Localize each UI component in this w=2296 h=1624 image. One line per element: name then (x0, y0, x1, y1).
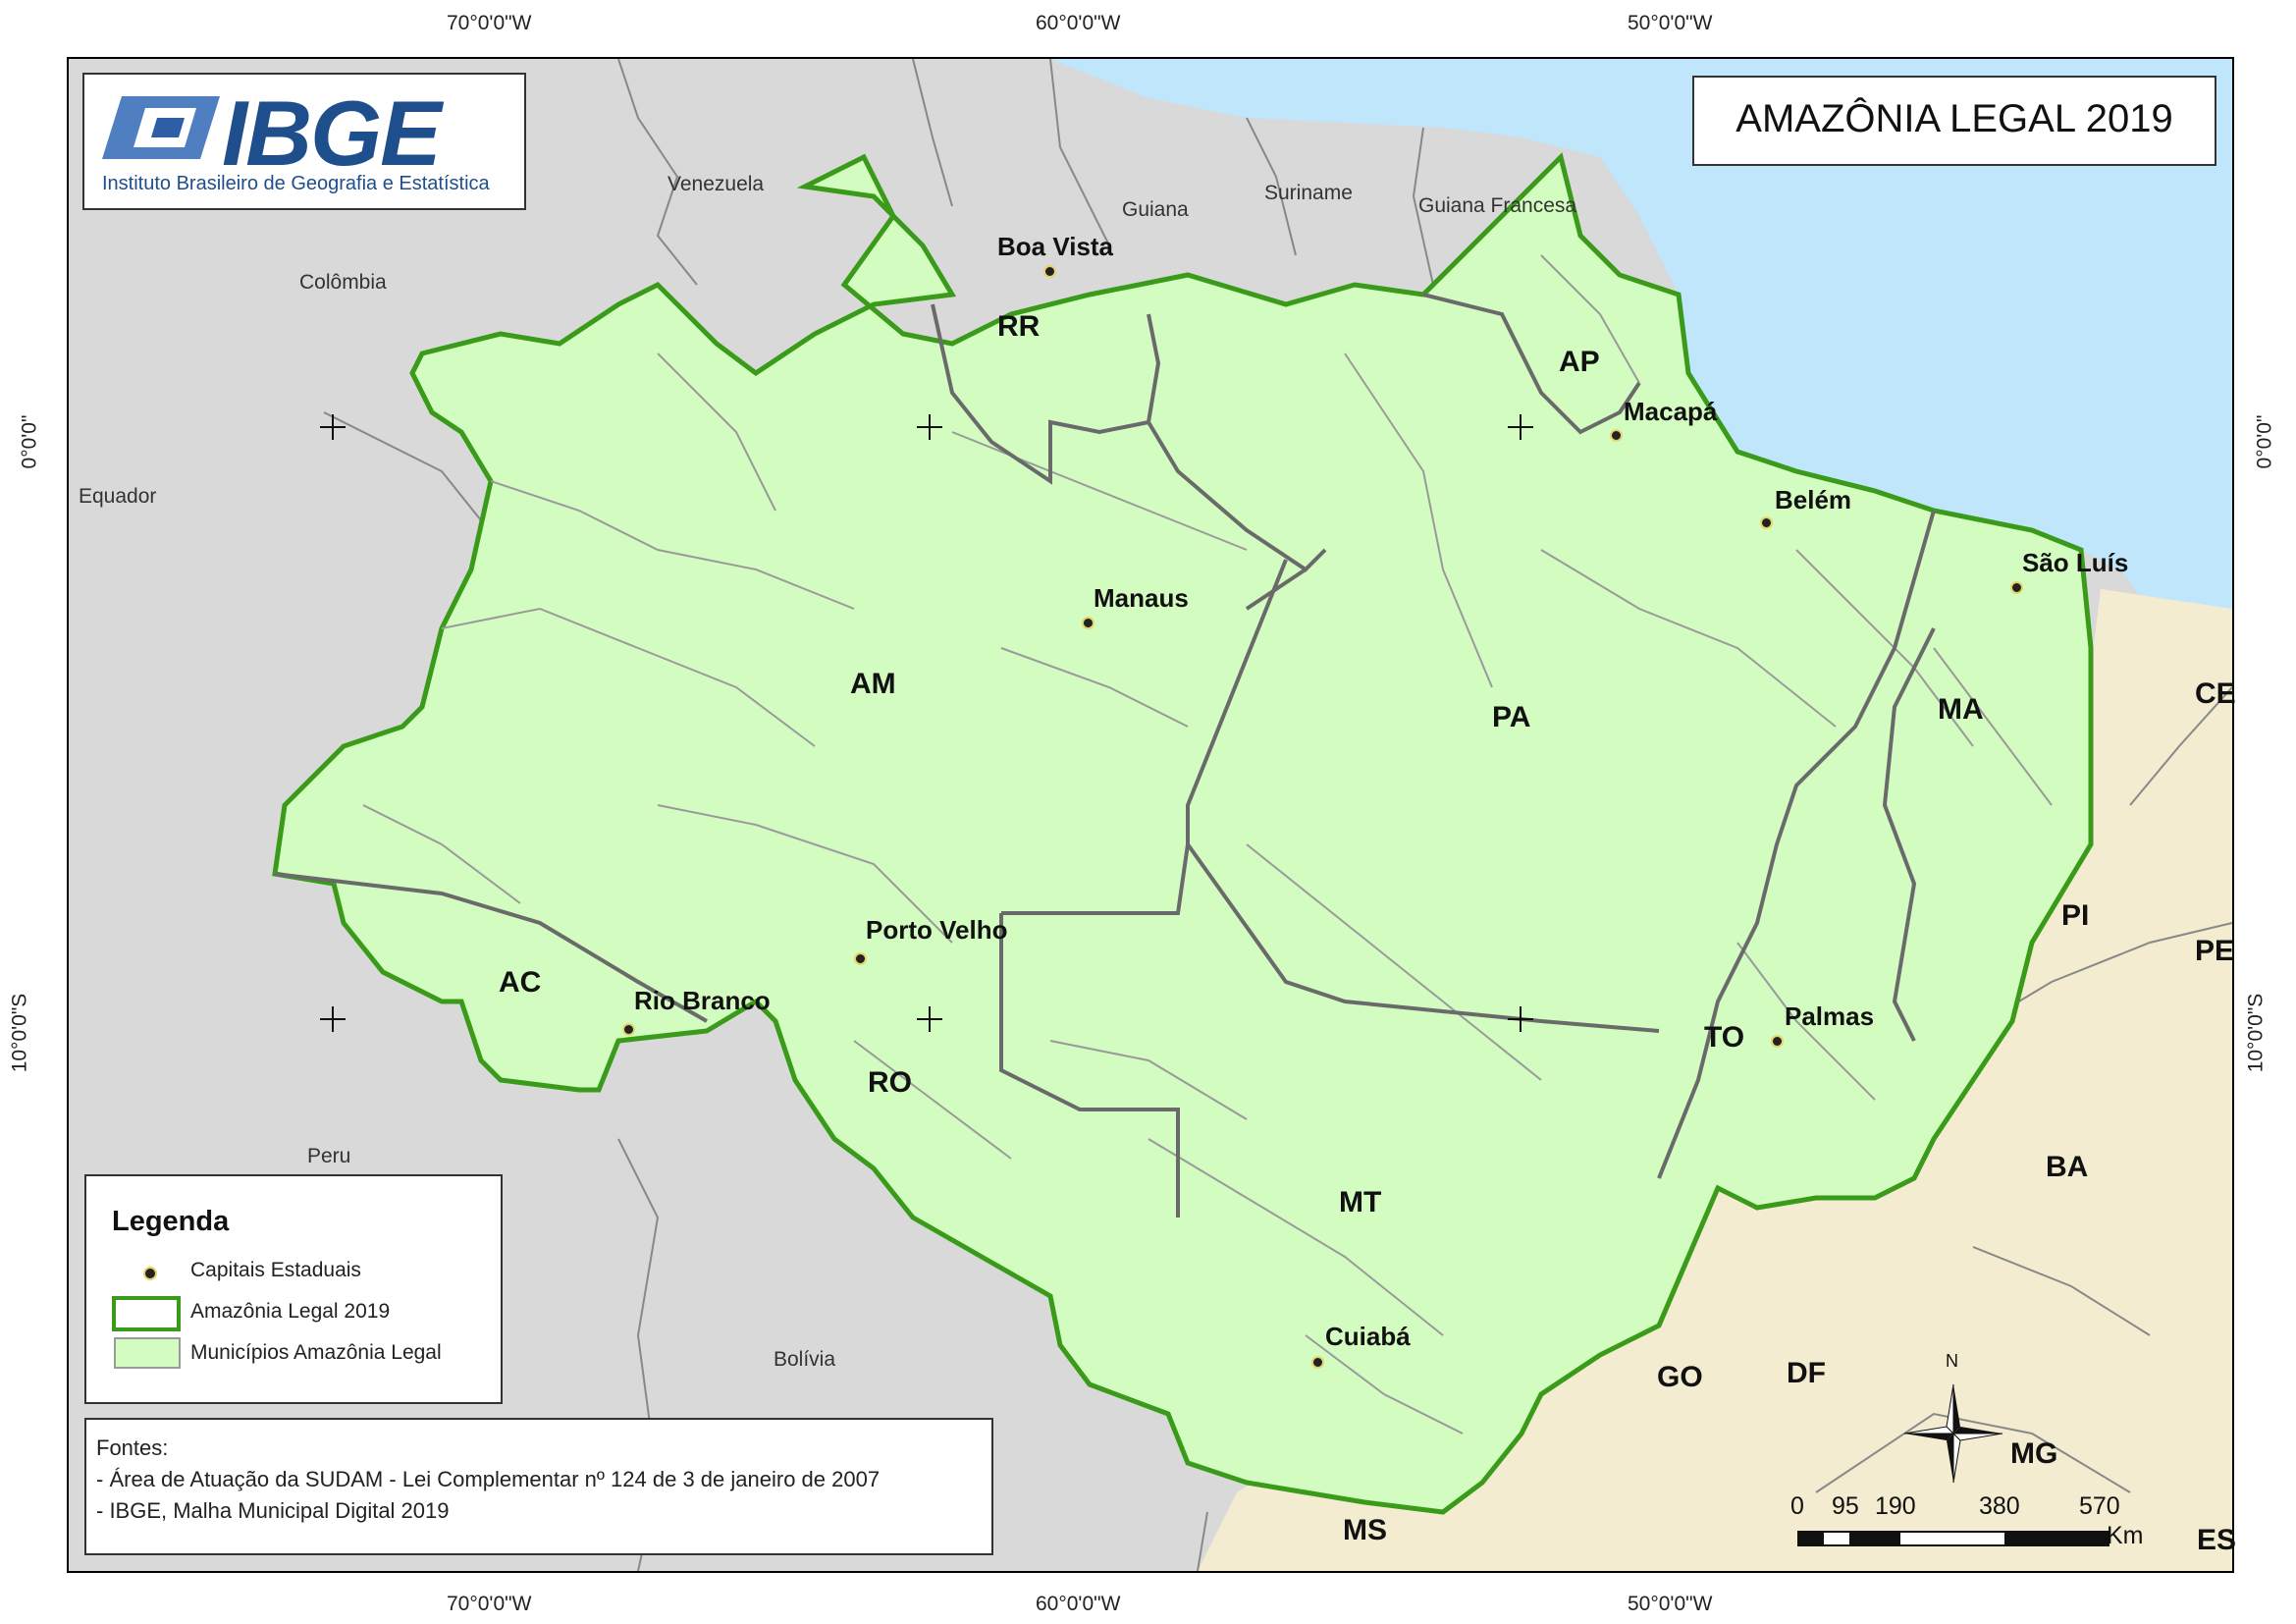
capital-label-boa-vista: Boa Vista (997, 232, 1114, 261)
scale-bar (1797, 1531, 2109, 1546)
capital-marker-manaus[interactable] (1082, 617, 1095, 629)
scale-tick-0: 0 (1790, 1492, 1804, 1520)
lat-label-0-left: 0°0'0" (18, 414, 41, 469)
north-label: N (1946, 1351, 1958, 1371)
legend-item-municipios: Municípios Amazônia Legal (190, 1341, 442, 1364)
capital-label-macapa: Macapá (1624, 397, 1718, 426)
legend: Legenda Capitais Estaduais Amazônia Lega… (84, 1174, 503, 1404)
capital-label-cuiaba: Cuiabá (1325, 1322, 1411, 1351)
state-label-pa: PA (1492, 701, 1531, 733)
country-label-venezuela: Venezuela (667, 173, 765, 195)
municipal-boundaries (362, 254, 2053, 1435)
scale-tick-380: 380 (1979, 1492, 2020, 1520)
capital-marker-cuiaba[interactable] (1311, 1356, 1324, 1369)
capital-marker-rio-branco[interactable] (622, 1023, 635, 1036)
municipios-fill-swatch (114, 1337, 181, 1369)
state-label-ms: MS (1343, 1514, 1387, 1546)
capital-marker-boa-vista[interactable] (1043, 265, 1056, 278)
state-label-go: GO (1657, 1361, 1703, 1393)
state-label-mt: MT (1339, 1186, 1382, 1218)
sources: Fontes: - Área de Atuação da SUDAM - Lei… (84, 1418, 993, 1555)
state-label-ba: BA (2046, 1151, 2089, 1183)
country-label-peru: Peru (307, 1145, 351, 1167)
state-borders (274, 293, 1936, 1218)
lat-label-10s-right: 10°0'0"S (2244, 993, 2268, 1073)
country-borders (323, 59, 2232, 1571)
state-label-pe: PE (2195, 935, 2235, 967)
lon-label-50w-bottom: 50°0'0"W (1628, 1593, 1713, 1615)
title-box: AMAZÔNIA LEGAL 2019 (1692, 76, 2216, 166)
state-label-ma: MA (1938, 693, 1984, 726)
state-label-df: DF (1787, 1357, 1826, 1389)
capital-marker-porto-velho[interactable] (854, 952, 867, 965)
state-label-es: ES (2197, 1524, 2237, 1556)
country-label-equador: Equador (79, 485, 157, 508)
brazil-other-area (1198, 589, 2232, 1571)
lon-label-50w-top: 50°0'0"W (1628, 12, 1713, 34)
ibge-logo: IBGE Instituto Brasileiro de Geografia e… (82, 73, 526, 210)
country-label-colombia: Colômbia (299, 271, 387, 294)
lat-label-10s-left: 10°0'0"S (8, 993, 31, 1073)
north-arrow-icon (1903, 1383, 2003, 1484)
state-label-mg: MG (2010, 1437, 2058, 1470)
capital-label-sao-luis: São Luís (2022, 548, 2129, 577)
state-label-ro: RO (868, 1066, 912, 1099)
state-label-ce: CE (2195, 677, 2236, 710)
lon-label-70w-top: 70°0'0"W (447, 12, 532, 34)
state-label-am: AM (850, 668, 896, 700)
state-label-to: TO (1704, 1021, 1745, 1054)
lon-label-60w-bottom: 60°0'0"W (1036, 1593, 1121, 1615)
capital-marker-sao-luis[interactable] (2010, 581, 2023, 594)
country-label-guiana: Guiana (1122, 198, 1189, 221)
capital-marker-palmas[interactable] (1771, 1035, 1784, 1048)
capital-marker-belem[interactable] (1760, 516, 1773, 529)
logo-subtitle: Instituto Brasileiro de Geografia e Esta… (102, 173, 490, 194)
amazonia-border-swatch (112, 1296, 181, 1331)
ibge-logo-mark-icon (102, 96, 220, 159)
source-line-ibge: - IBGE, Malha Municipal Digital 2019 (96, 1498, 450, 1523)
capital-marker-macapa[interactable] (1610, 429, 1623, 442)
scale-unit: Km (2107, 1522, 2144, 1549)
legend-title: Legenda (112, 1206, 230, 1237)
ocean-area (1050, 59, 2232, 609)
lat-label-0-right: 0°0'0" (2253, 414, 2276, 469)
state-label-ac: AC (499, 966, 542, 999)
map-title: AMAZÔNIA LEGAL 2019 (1735, 97, 2173, 140)
lon-label-60w-top: 60°0'0"W (1036, 12, 1121, 34)
capital-label-rio-branco: Rio Branco (634, 986, 771, 1015)
scale-tick-95: 95 (1832, 1492, 1859, 1520)
logo-wordmark: IBGE (222, 81, 442, 185)
graticule-crosses (320, 414, 1533, 1032)
capital-label-palmas: Palmas (1785, 1001, 1875, 1031)
legend-item-amazonia: Amazônia Legal 2019 (190, 1300, 391, 1323)
capital-label-porto-velho: Porto Velho (866, 915, 1008, 945)
legend-item-capitais: Capitais Estaduais (190, 1259, 361, 1281)
state-label-pi: PI (2061, 899, 2090, 932)
country-label-bolivia: Bolívia (774, 1348, 836, 1371)
source-line-sudam: - Área de Atuação da SUDAM - Lei Complem… (96, 1467, 881, 1491)
country-label-guiana-francesa: Guiana Francesa (1418, 194, 1577, 217)
capital-label-belem: Belém (1775, 485, 1852, 514)
state-label-rr: RR (997, 310, 1041, 343)
scale-tick-190: 190 (1875, 1492, 1916, 1520)
capital-symbol-icon (143, 1267, 157, 1280)
lon-label-70w-bottom: 70°0'0"W (447, 1593, 532, 1615)
country-label-suriname: Suriname (1264, 182, 1353, 204)
sources-heading: Fontes: (96, 1435, 169, 1460)
scale-tick-570: 570 (2079, 1492, 2120, 1520)
capital-label-manaus: Manaus (1094, 583, 1189, 613)
state-label-ap: AP (1559, 346, 1600, 378)
amazonia-legal-region (272, 152, 2094, 1515)
